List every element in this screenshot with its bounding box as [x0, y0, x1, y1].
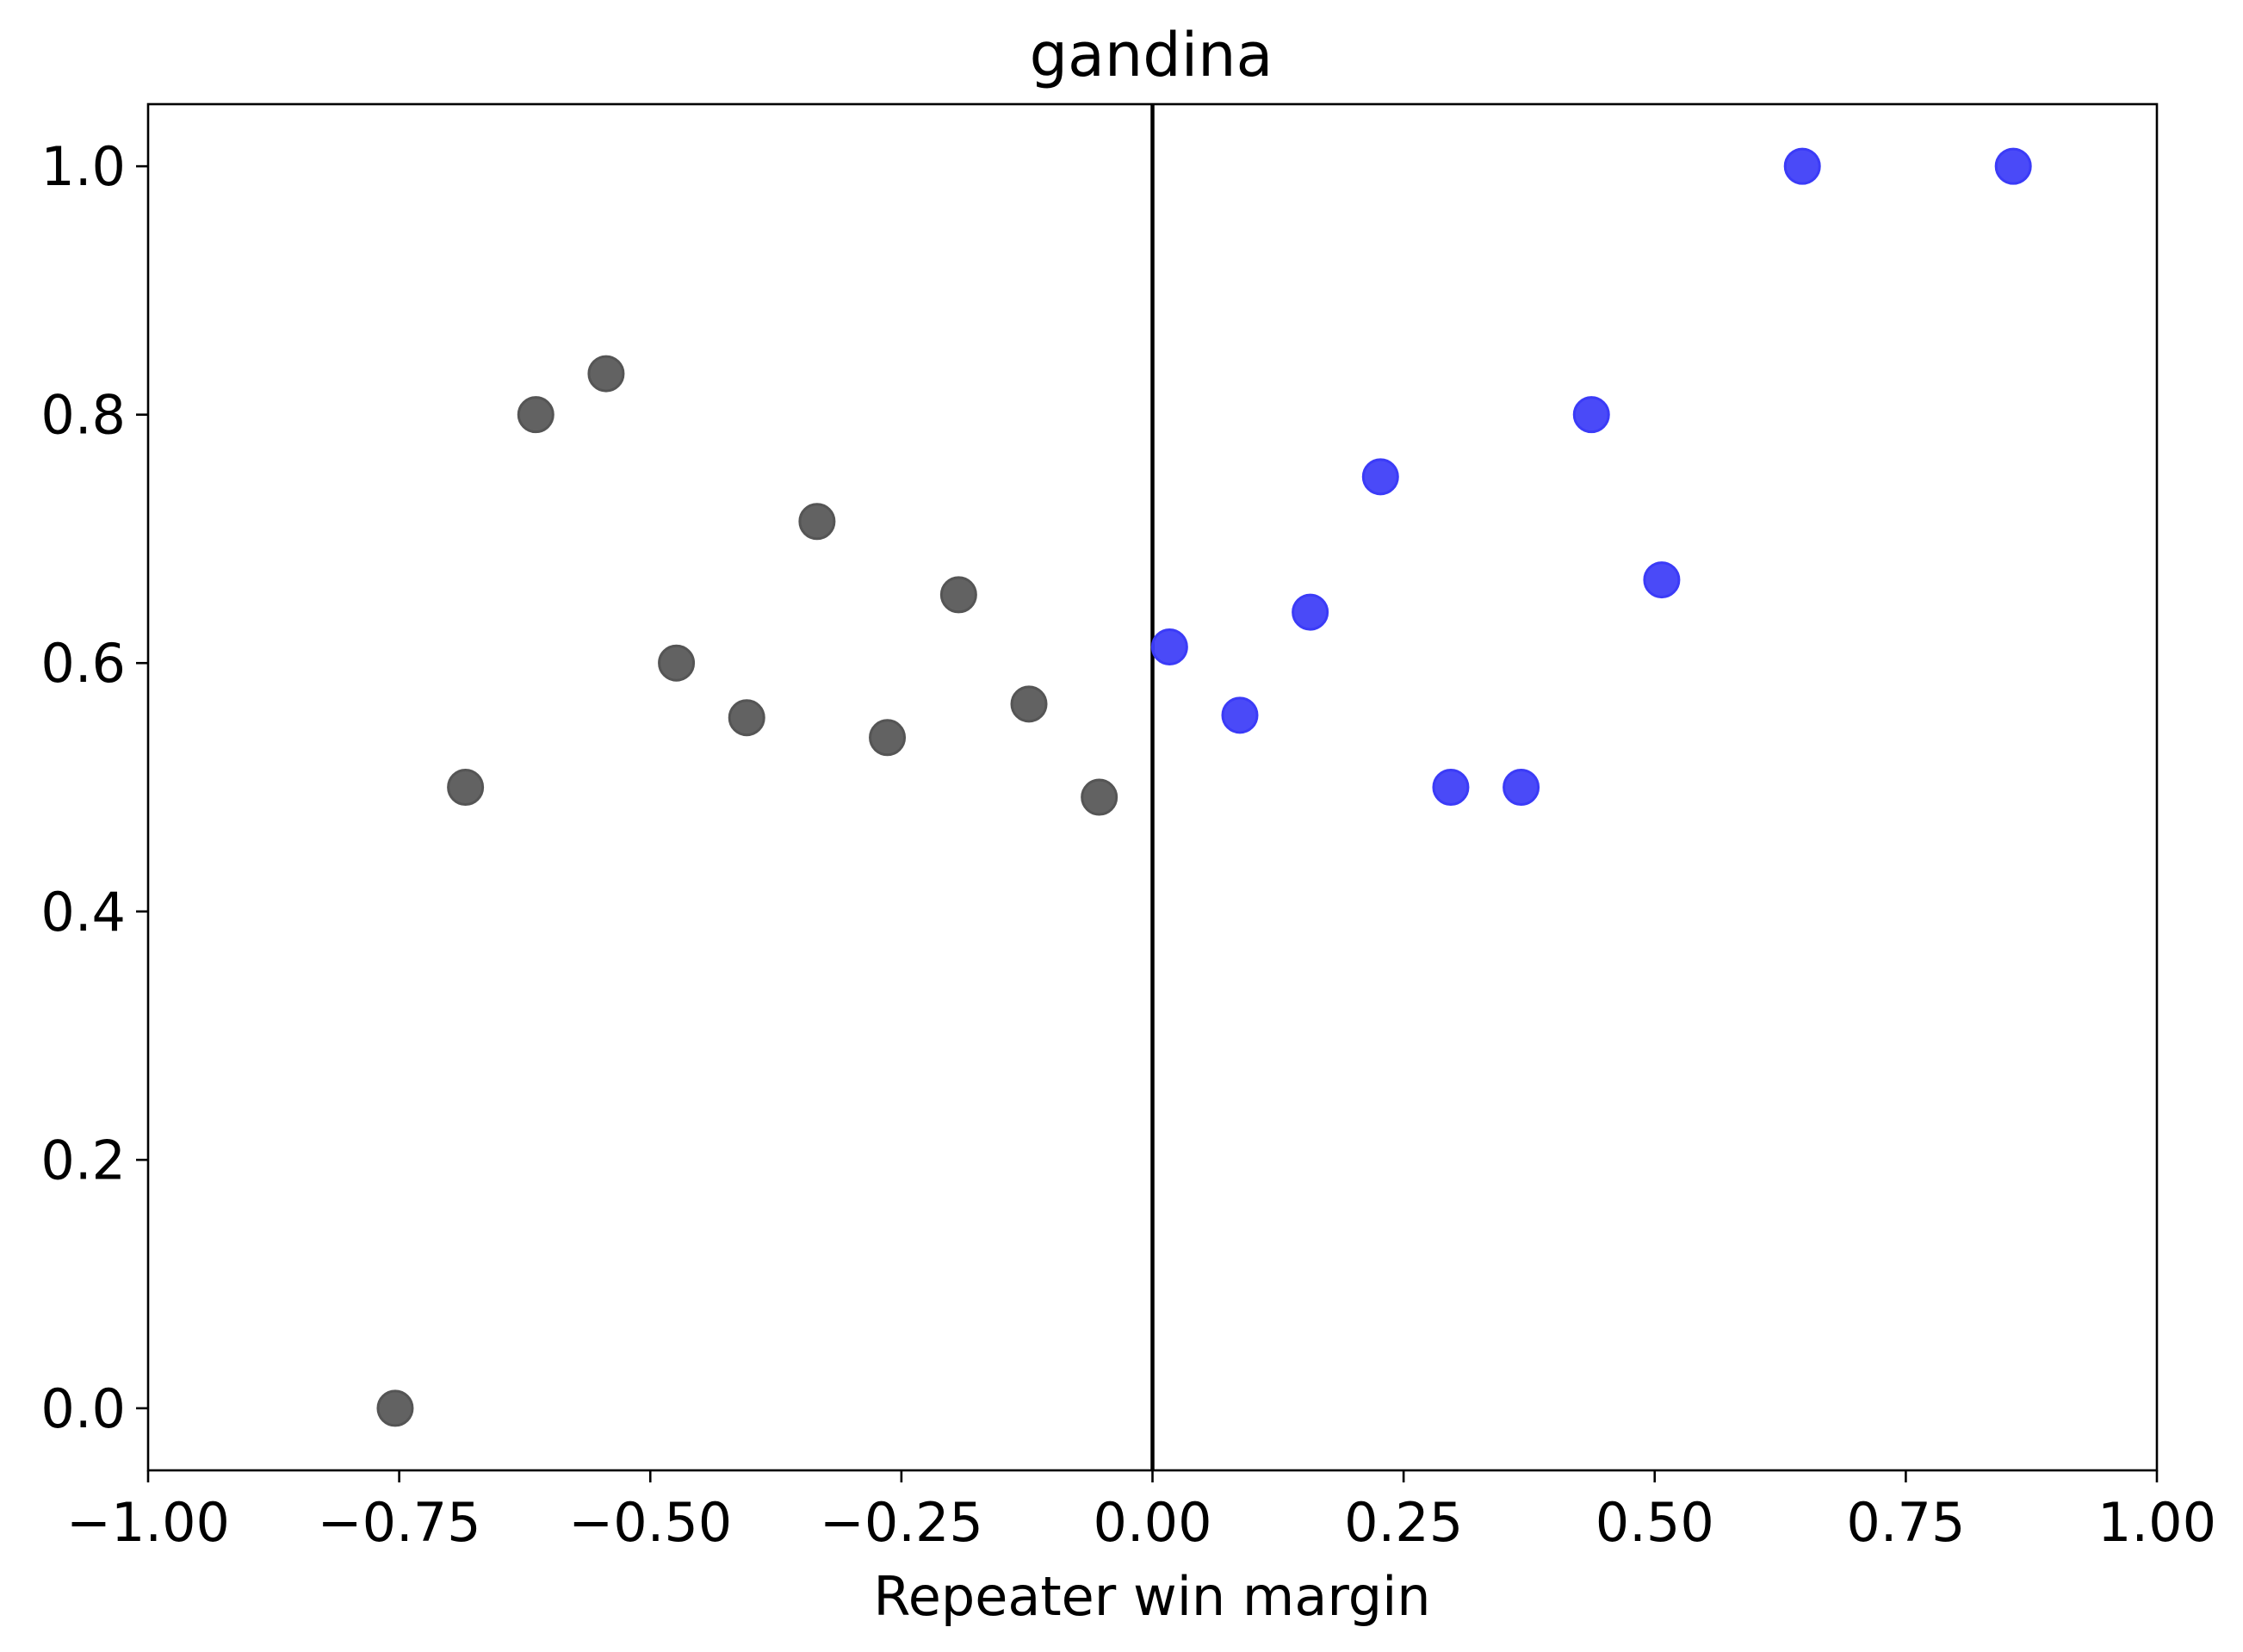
x-tick-label: 0.25 — [1344, 1491, 1463, 1554]
y-tick-label: 0.0 — [40, 1377, 126, 1440]
scatter-point — [447, 769, 485, 806]
scatter-point — [1503, 769, 1540, 806]
scatter-point — [1432, 769, 1470, 806]
scatter-point — [1150, 628, 1188, 665]
scatter-point — [1361, 458, 1399, 496]
scatter-point — [1783, 147, 1821, 185]
y-tick-label: 0.6 — [40, 632, 126, 695]
axes: −1.00 −0.75 −0.50 −0.25 0.00 0.25 0.50 0.75 1.00… — [40, 135, 2216, 1554]
scatter-point — [1010, 685, 1048, 723]
scatter-point — [1081, 778, 1118, 816]
chart-title: gandina — [1030, 20, 1273, 90]
x-tick-label: 0.75 — [1846, 1491, 1965, 1554]
x-tick-label: −0.25 — [820, 1491, 983, 1554]
x-tick-label: −1.00 — [66, 1491, 230, 1554]
scatter-point — [939, 576, 977, 614]
scatter-point — [658, 644, 696, 682]
x-tick-label: −0.75 — [318, 1491, 481, 1554]
x-tick-label: 1.00 — [2097, 1491, 2216, 1554]
x-tick-label: 0.50 — [1596, 1491, 1714, 1554]
scatter-point — [1292, 593, 1329, 631]
scatter-point — [798, 503, 836, 541]
scatter-point — [1221, 696, 1259, 734]
scatter-point — [517, 396, 555, 434]
scatter-point — [1994, 147, 2032, 185]
plot-area — [376, 104, 2032, 1470]
scatter-point — [587, 355, 625, 393]
scatter-point — [728, 699, 765, 737]
x-axis-label: Repeater win margin — [873, 1565, 1430, 1628]
y-tick-label: 0.8 — [40, 384, 126, 447]
x-tick-label: −0.50 — [568, 1491, 732, 1554]
scatter-point — [1572, 396, 1610, 434]
y-tick-label: 0.4 — [40, 881, 126, 944]
scatter-point — [869, 719, 907, 757]
y-tick-label: 1.0 — [40, 135, 126, 198]
scatter-point — [1643, 561, 1681, 599]
scatter-point — [376, 1389, 414, 1427]
x-tick-label: 0.00 — [1093, 1491, 1211, 1554]
y-tick-label: 0.2 — [40, 1129, 126, 1191]
